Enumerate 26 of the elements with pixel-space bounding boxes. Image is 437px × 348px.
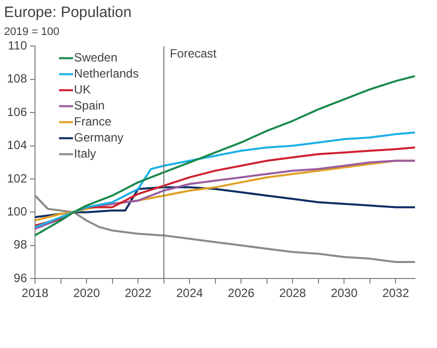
y-tick-label: 106 [6, 104, 28, 119]
legend-label: Sweden [74, 50, 118, 65]
y-tick-label: 104 [6, 138, 28, 152]
x-tick-label: 2028 [279, 286, 306, 300]
legend-label: Spain [74, 98, 105, 113]
x-tick-label: 2020 [73, 286, 100, 300]
x-tick-label: 2022 [124, 286, 152, 300]
legend-label: Germany [74, 130, 124, 145]
y-tick-label: 110 [8, 38, 28, 53]
y-tick-label: 96 [14, 270, 28, 285]
ref-line-label: Forecast [170, 46, 218, 61]
y-tick-label: 108 [6, 72, 28, 86]
chart-title: Europe: Population [4, 4, 132, 21]
legend-label: France [74, 114, 112, 129]
y-tick-label: 98 [14, 238, 28, 252]
legend-label: UK [74, 82, 91, 97]
legend-label: Italy [74, 146, 96, 161]
x-tick-label: 2030 [330, 286, 358, 300]
x-tick-label: 2032 [382, 286, 410, 300]
x-tick-label: 2018 [22, 286, 49, 300]
legend-label: Netherlands [74, 66, 139, 81]
y-axis-title: 2019 = 100 [4, 26, 60, 38]
x-tick-label: 2026 [228, 286, 255, 300]
y-tick-label: 102 [6, 171, 28, 186]
x-tick-label: 2024 [176, 286, 204, 300]
y-tick-label: 100 [6, 204, 28, 219]
